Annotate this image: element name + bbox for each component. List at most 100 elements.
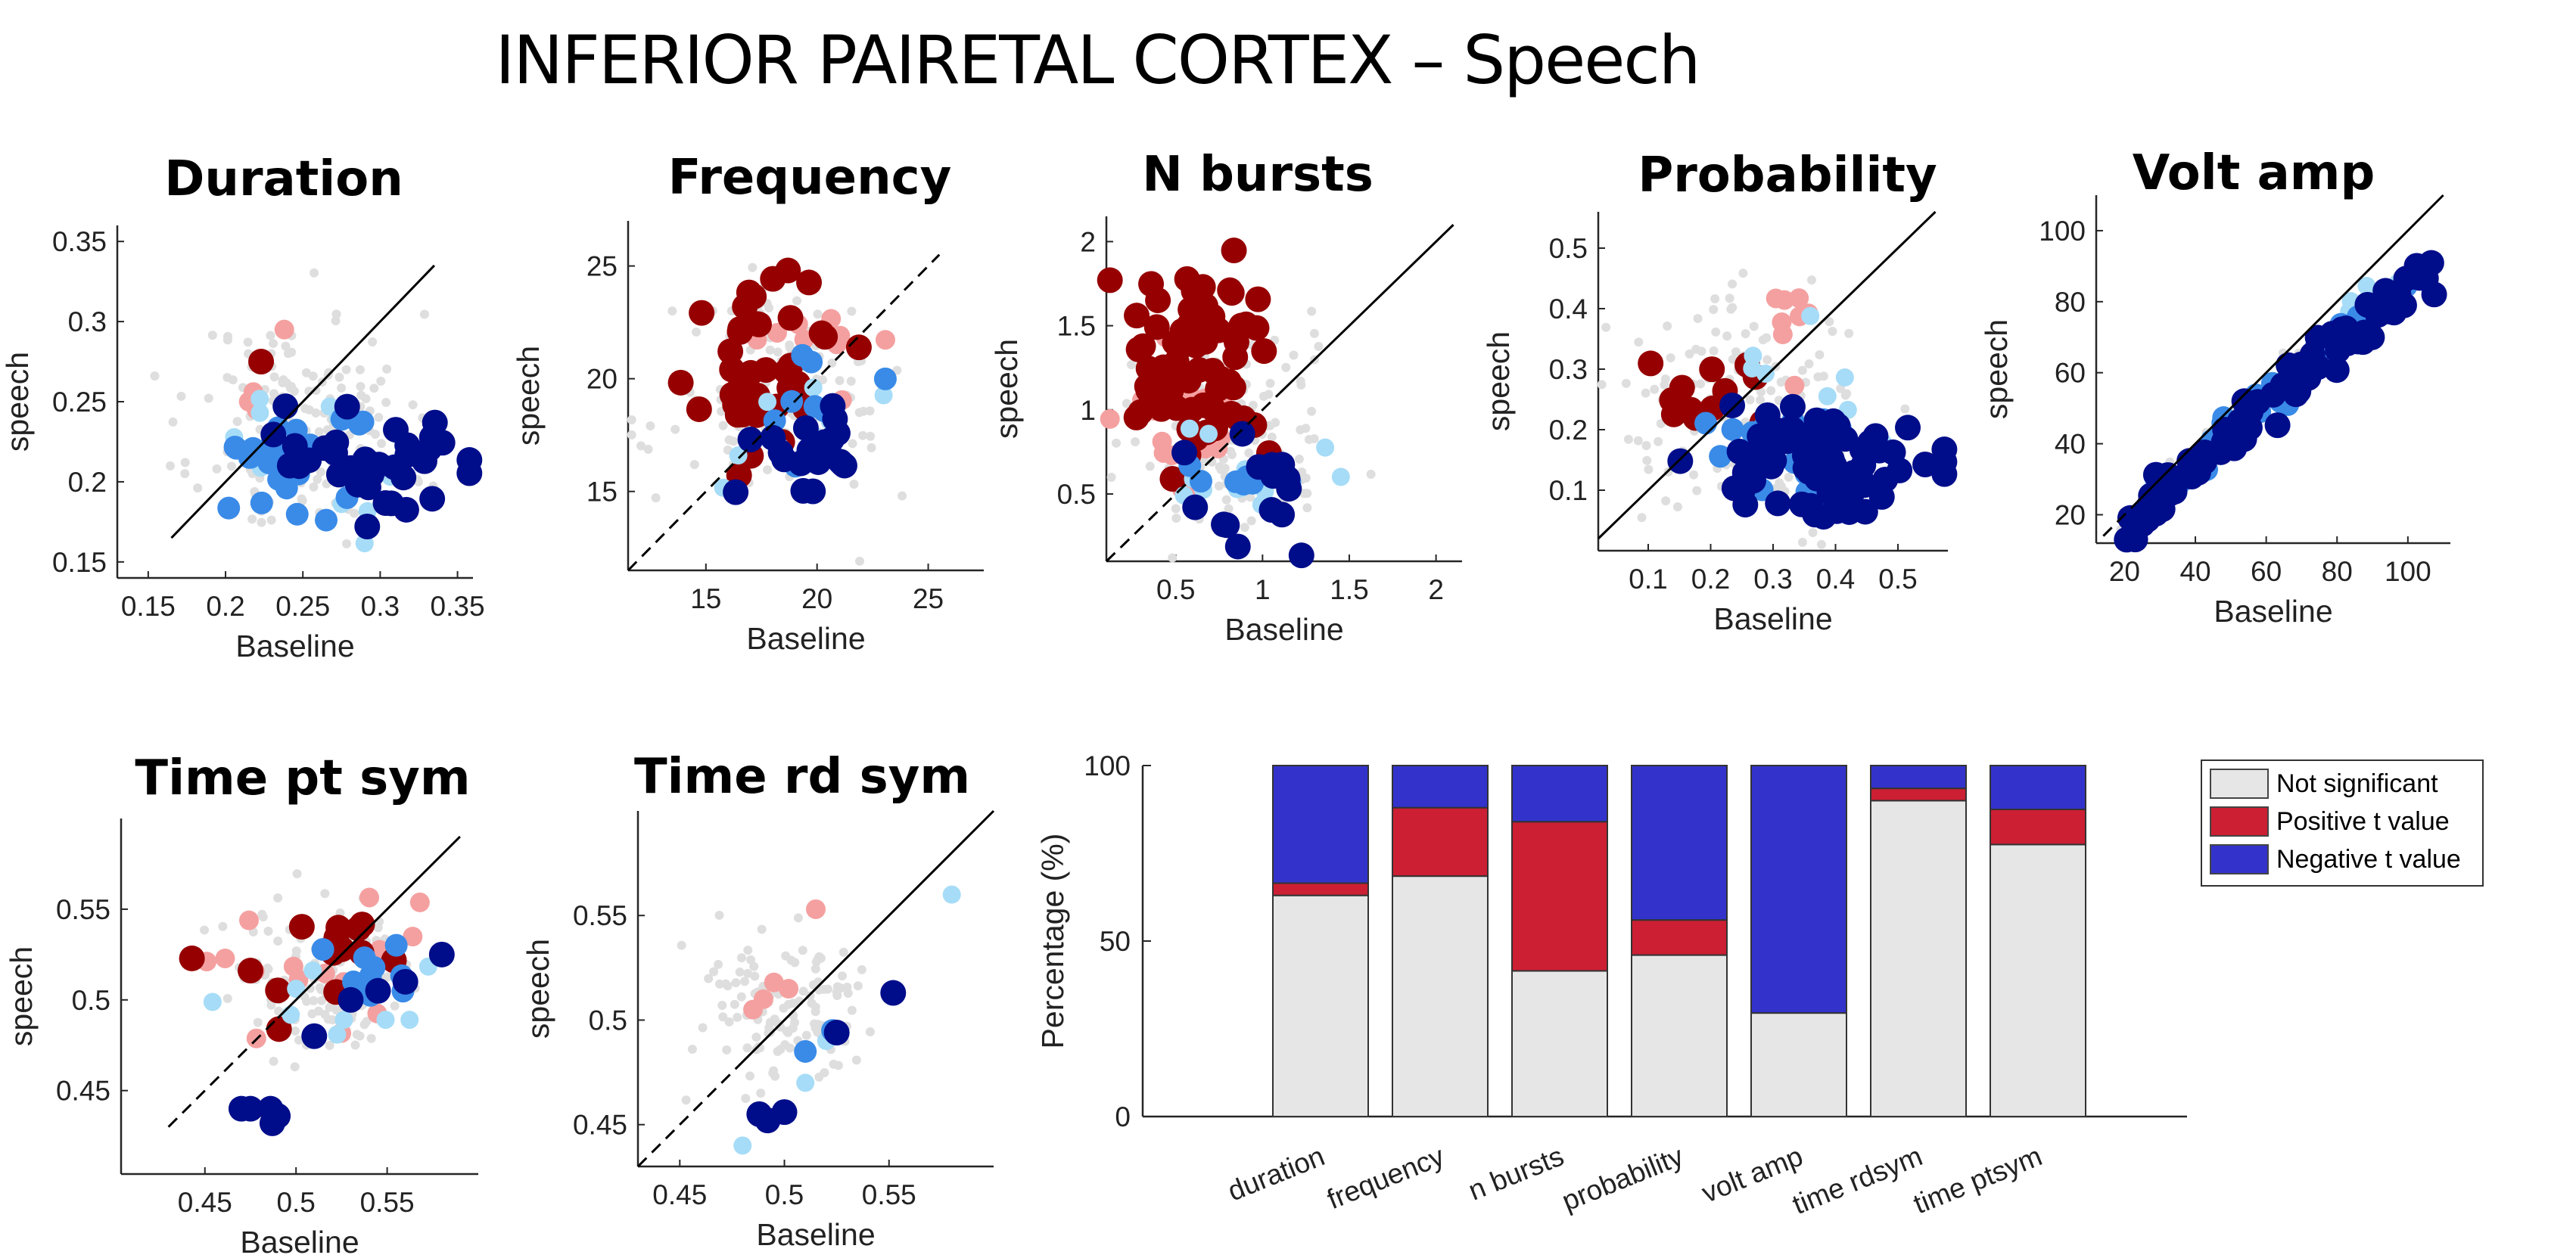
scatter-point-ns — [352, 1030, 362, 1039]
legend-swatch-not-significant — [2210, 769, 2269, 799]
y-tick-label: 0.2 — [68, 467, 107, 498]
scatter-point-ns — [334, 372, 344, 382]
scatter-point-neg-strong — [282, 433, 308, 459]
scatter-point-neg-strong — [1809, 411, 1836, 437]
scatter-point-ns — [865, 406, 875, 416]
scatter-point-neg-strong — [2282, 381, 2309, 408]
scatter-point-neg-light — [376, 1011, 395, 1030]
scatter-point-ns — [310, 268, 319, 278]
x-axis-label: Baseline — [240, 1225, 359, 1258]
scatter-point-neg-strong — [800, 478, 826, 505]
scatter-point-ns — [1220, 464, 1230, 474]
scatter-point-pos-strong — [1205, 317, 1231, 343]
y-tick-label: 50 — [1100, 926, 1131, 957]
scatter-point-ns — [200, 925, 210, 935]
scatter-point-ns — [849, 480, 859, 489]
legend-swatch-negative — [2210, 844, 2269, 874]
scatter-point-pos-strong — [1699, 356, 1725, 383]
scatter-point-neg-strong — [411, 448, 437, 474]
scatter-point-ns — [316, 467, 325, 477]
x-axis-label: Baseline — [1713, 601, 1832, 636]
scatter-point-neg-mid — [285, 502, 309, 526]
scatter-point-ns — [313, 474, 322, 484]
scatter-point-ns — [369, 384, 379, 393]
scatter-point-pos-strong — [727, 315, 754, 342]
identity-line-dashed — [167, 1017, 279, 1128]
scatter-point-neg-strong — [824, 420, 851, 446]
scatter-point-ns — [1623, 434, 1633, 444]
scatter-point-ns — [323, 1014, 333, 1024]
scatter-point-neg-strong — [334, 393, 360, 420]
scatter-point-ns — [847, 1005, 857, 1015]
scatter-point-ns — [243, 337, 253, 347]
scatter-point-neg-mid — [351, 410, 375, 433]
scatter-point-neg-strong — [880, 980, 907, 1006]
scatter-point-ns — [736, 992, 746, 1002]
scatter-point-pos-strong — [1669, 374, 1695, 401]
scatter-point-ns — [763, 464, 773, 474]
scatter-point-pos-strong — [686, 396, 712, 422]
scatter-point-neg-strong — [1182, 494, 1209, 520]
x-tick-label: 20 — [2109, 556, 2140, 587]
scatter-point-neg-mid — [250, 491, 273, 514]
scatter-point-pos-strong — [1143, 314, 1170, 340]
x-tick-label: 0.2 — [1691, 564, 1730, 595]
x-axis-label: Baseline — [1224, 612, 1343, 647]
scatter-point-ns — [757, 924, 767, 934]
y-tick-label: 0.25 — [52, 387, 107, 418]
x-tick-label: 60 — [2251, 556, 2282, 587]
scatter-point-ns — [1302, 489, 1312, 499]
scatter-point-ns — [1281, 362, 1291, 372]
y-tick-label: 0.3 — [1549, 354, 1588, 385]
scatter-point-ns — [166, 461, 176, 471]
identity-line — [1279, 224, 1454, 394]
scatter-point-ns — [390, 1001, 400, 1011]
scatter-point-ns — [1693, 314, 1703, 324]
scatter-point-ns — [247, 514, 257, 524]
bar-segment-not-significant — [1272, 894, 1369, 1118]
scatter-point-ns — [274, 1006, 284, 1016]
scatter-point-ns — [1145, 461, 1155, 471]
chart-title: Time rd sym — [634, 749, 970, 805]
scatter-point-ns — [811, 957, 821, 967]
x-tick-label: time rdsym — [1788, 1140, 1927, 1220]
x-axis-label: Baseline — [746, 621, 865, 656]
y-axis-label: speech — [0, 352, 35, 452]
scatter-point-neg-strong — [237, 1095, 263, 1122]
scatter-point-ns — [368, 337, 378, 347]
y-tick-label: 25 — [586, 251, 618, 282]
scatter-point-neg-strong — [2236, 415, 2263, 441]
scatter-point-ns — [1784, 472, 1794, 482]
scatter-point-ns — [689, 460, 699, 470]
scatter-point-neg-light — [733, 1136, 752, 1155]
scatter-point-neg-light — [250, 403, 269, 422]
identity-line — [627, 253, 941, 572]
scatter-point-ns — [750, 971, 760, 981]
bar-segment-not-significant — [1511, 970, 1608, 1117]
chart-title: Volt amp — [2133, 145, 2375, 201]
scatter-point-ns — [764, 303, 774, 312]
scatter-point-ns — [382, 364, 392, 374]
scatter-point-neg-strong — [392, 968, 418, 995]
scatter-point-ns — [193, 483, 203, 493]
scatter-point-ns — [1226, 446, 1236, 456]
scatter-point-ns — [715, 979, 725, 989]
scatter-point-ns — [305, 983, 315, 993]
scatter-point-ns — [1265, 378, 1275, 388]
scatter-point-neg-mid — [384, 933, 408, 957]
scatter-point-ns — [743, 968, 753, 978]
scatter-point-pos-light — [764, 972, 784, 992]
scatter-point-ns — [300, 403, 310, 413]
scatter-point-ns — [842, 983, 852, 992]
scatter-point-pos-strong — [248, 349, 275, 375]
scatter-point-neg-strong — [422, 409, 448, 436]
scatter-point-ns — [765, 345, 775, 355]
y-tick-label: 0.55 — [56, 894, 110, 925]
scatter-point-ns — [704, 974, 714, 983]
scatter-point-ns — [1692, 486, 1702, 495]
scatter-point-ns — [1267, 432, 1277, 442]
scatter-point-ns — [1775, 478, 1784, 488]
